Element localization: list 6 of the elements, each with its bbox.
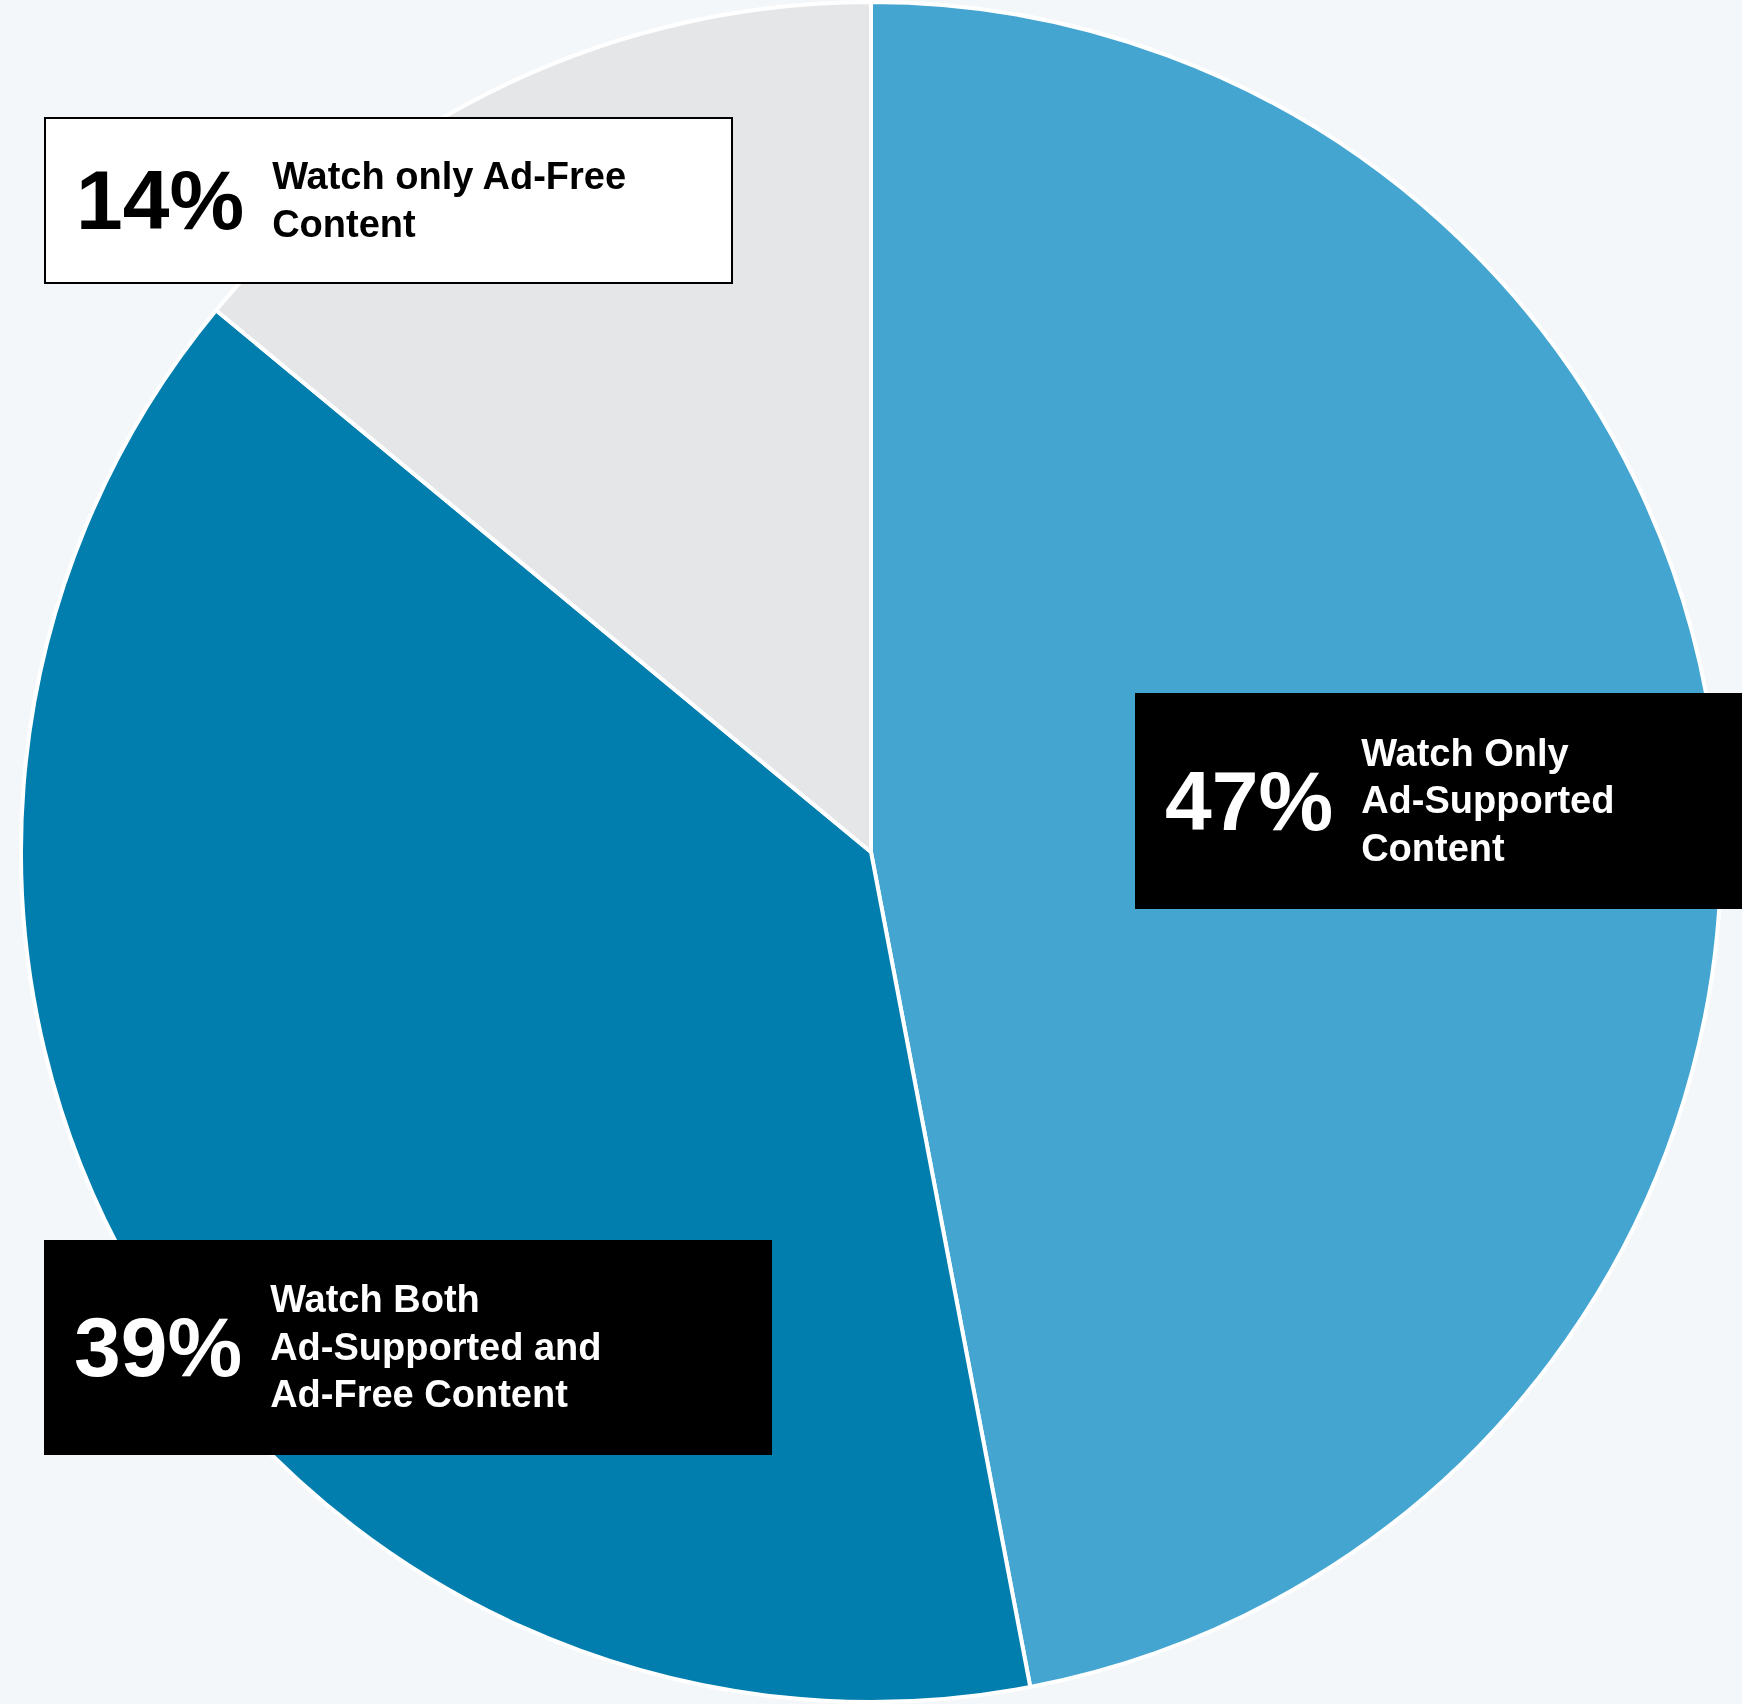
category-label: Watch Both Ad-Supported and Ad-Free Content bbox=[270, 1278, 602, 1416]
data-label: 39% bbox=[74, 1299, 243, 1396]
data-label: 47% bbox=[1165, 752, 1334, 850]
category-label: Watch only Ad-Free Content bbox=[272, 155, 627, 245]
data-label: 14% bbox=[76, 152, 245, 249]
slice-label: Watch Only Ad-Supported Content bbox=[1361, 731, 1615, 869]
